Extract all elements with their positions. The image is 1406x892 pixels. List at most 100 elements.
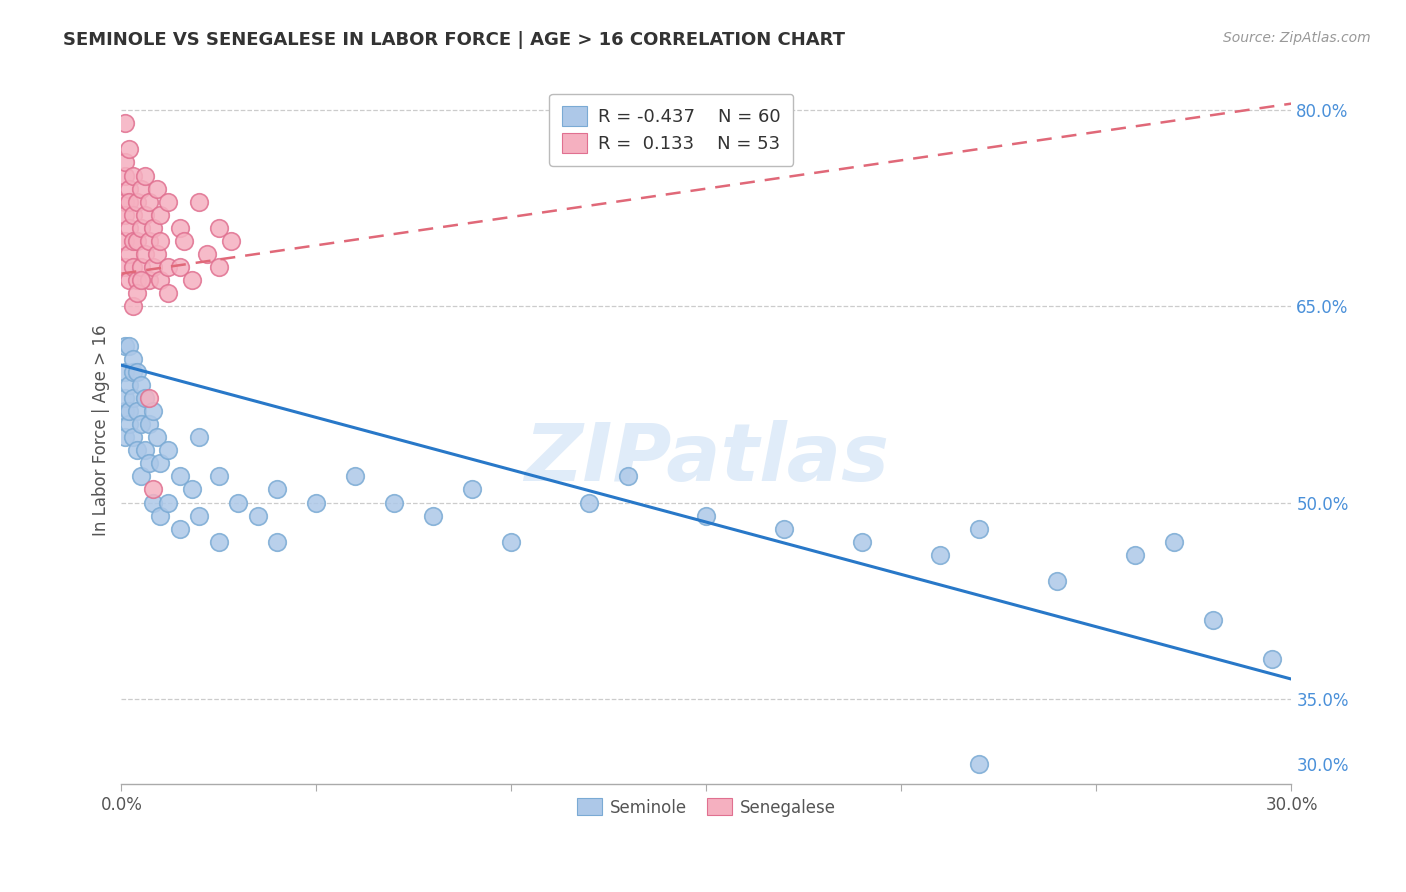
- Point: [118, 417, 141, 431]
- Point: [125, 286, 148, 301]
- Point: [157, 286, 180, 301]
- Point: [114, 404, 136, 418]
- Point: [134, 208, 156, 222]
- Point: [1163, 534, 1185, 549]
- Point: [138, 417, 160, 431]
- Point: [695, 508, 717, 523]
- Point: [578, 495, 600, 509]
- Point: [266, 534, 288, 549]
- Point: [114, 338, 136, 352]
- Point: [114, 260, 136, 274]
- Point: [157, 443, 180, 458]
- Point: [149, 508, 172, 523]
- Point: [122, 169, 145, 183]
- Point: [195, 247, 218, 261]
- Point: [773, 522, 796, 536]
- Point: [114, 169, 136, 183]
- Point: [188, 194, 211, 209]
- Point: [118, 194, 141, 209]
- Point: [1202, 613, 1225, 627]
- Point: [114, 234, 136, 248]
- Point: [929, 548, 952, 562]
- Point: [188, 430, 211, 444]
- Point: [125, 365, 148, 379]
- Point: [138, 273, 160, 287]
- Point: [125, 194, 148, 209]
- Point: [169, 220, 191, 235]
- Point: [969, 757, 991, 772]
- Point: [157, 260, 180, 274]
- Point: [138, 456, 160, 470]
- Point: [118, 338, 141, 352]
- Point: [134, 169, 156, 183]
- Text: Source: ZipAtlas.com: Source: ZipAtlas.com: [1223, 31, 1371, 45]
- Point: [114, 430, 136, 444]
- Point: [114, 365, 136, 379]
- Point: [208, 260, 231, 274]
- Point: [851, 534, 873, 549]
- Text: ZIPatlas: ZIPatlas: [524, 420, 889, 498]
- Point: [114, 194, 136, 209]
- Point: [129, 469, 152, 483]
- Point: [422, 508, 444, 523]
- Point: [173, 234, 195, 248]
- Point: [134, 443, 156, 458]
- Point: [145, 181, 167, 195]
- Point: [114, 155, 136, 169]
- Point: [118, 404, 141, 418]
- Point: [114, 116, 136, 130]
- Point: [118, 273, 141, 287]
- Point: [114, 391, 136, 405]
- Point: [114, 208, 136, 222]
- Point: [129, 417, 152, 431]
- Point: [617, 469, 640, 483]
- Point: [142, 495, 165, 509]
- Point: [1125, 548, 1147, 562]
- Point: [122, 351, 145, 366]
- Point: [149, 208, 172, 222]
- Legend: Seminole, Senegalese: Seminole, Senegalese: [568, 790, 845, 825]
- Point: [129, 260, 152, 274]
- Point: [149, 273, 172, 287]
- Point: [122, 299, 145, 313]
- Point: [129, 273, 152, 287]
- Point: [142, 483, 165, 497]
- Point: [180, 273, 202, 287]
- Point: [145, 247, 167, 261]
- Point: [169, 522, 191, 536]
- Point: [384, 495, 406, 509]
- Point: [118, 247, 141, 261]
- Y-axis label: In Labor Force | Age > 16: In Labor Force | Age > 16: [93, 325, 110, 536]
- Point: [118, 220, 141, 235]
- Point: [149, 456, 172, 470]
- Point: [118, 181, 141, 195]
- Point: [134, 247, 156, 261]
- Point: [122, 430, 145, 444]
- Point: [142, 220, 165, 235]
- Point: [169, 469, 191, 483]
- Point: [219, 234, 242, 248]
- Point: [969, 522, 991, 536]
- Point: [1261, 652, 1284, 666]
- Point: [149, 234, 172, 248]
- Point: [169, 260, 191, 274]
- Point: [122, 208, 145, 222]
- Point: [138, 234, 160, 248]
- Point: [129, 377, 152, 392]
- Point: [142, 404, 165, 418]
- Point: [118, 377, 141, 392]
- Point: [157, 194, 180, 209]
- Point: [122, 391, 145, 405]
- Point: [125, 443, 148, 458]
- Point: [344, 469, 367, 483]
- Point: [157, 495, 180, 509]
- Point: [228, 495, 250, 509]
- Point: [501, 534, 523, 549]
- Point: [188, 508, 211, 523]
- Point: [125, 273, 148, 287]
- Point: [134, 391, 156, 405]
- Point: [266, 483, 288, 497]
- Point: [122, 260, 145, 274]
- Point: [138, 194, 160, 209]
- Point: [129, 181, 152, 195]
